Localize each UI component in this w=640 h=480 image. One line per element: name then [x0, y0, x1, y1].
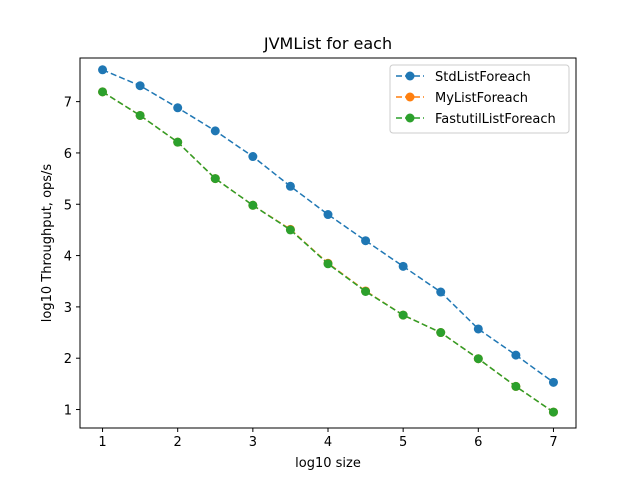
y-tick-label: 4 — [64, 250, 72, 265]
data-point — [285, 225, 295, 235]
legend-marker — [405, 71, 415, 81]
data-point — [398, 261, 408, 271]
data-point — [248, 152, 258, 162]
x-tick-label: 3 — [249, 435, 257, 450]
x-axis-label: log10 size — [295, 456, 361, 471]
x-tick-label: 4 — [324, 435, 332, 450]
y-tick-label: 6 — [64, 147, 72, 162]
data-point — [98, 65, 108, 75]
data-point — [473, 324, 483, 334]
data-point — [285, 181, 295, 191]
x-axis: 1 2 3 4 5 6 7 — [98, 428, 558, 450]
data-point — [135, 110, 145, 120]
x-tick-label: 7 — [549, 435, 557, 450]
legend-label: MyListForeach — [435, 91, 528, 106]
legend: StdListForeach MyListForeach FastutilListF… — [389, 64, 570, 134]
legend-item: MyListForeach — [396, 91, 528, 106]
legend-marker — [405, 113, 415, 123]
data-point — [248, 200, 258, 210]
plot-area — [98, 65, 558, 417]
data-point — [511, 381, 521, 391]
data-point — [436, 328, 446, 338]
legend-marker — [405, 92, 415, 102]
data-point — [98, 87, 108, 97]
series-FastutilListForeach — [98, 87, 558, 417]
data-point — [473, 354, 483, 364]
data-point — [548, 407, 558, 417]
data-point — [210, 174, 220, 184]
data-point — [323, 210, 333, 220]
y-axis: 1 2 3 4 5 6 7 — [64, 96, 80, 419]
legend-box — [389, 64, 570, 134]
legend-label: FastutilListForeach — [435, 112, 556, 127]
y-tick-label: 7 — [64, 96, 72, 111]
series-line — [102, 91, 554, 413]
data-point — [361, 286, 371, 296]
x-tick-label: 6 — [474, 435, 482, 450]
y-tick-label: 1 — [64, 404, 72, 419]
data-point — [361, 236, 371, 246]
x-tick-label: 1 — [98, 435, 106, 450]
y-tick-label: 2 — [64, 352, 72, 367]
data-point — [323, 259, 333, 269]
data-point — [173, 137, 183, 147]
y-axis-label: log10 Throughput, ops/s — [40, 164, 55, 323]
data-point — [135, 81, 145, 91]
data-point — [210, 126, 220, 136]
x-tick-label: 5 — [399, 435, 407, 450]
legend-item: StdListForeach — [396, 70, 531, 85]
y-tick-label: 3 — [64, 301, 72, 316]
series-MyListForeach — [98, 87, 558, 417]
y-tick-label: 5 — [64, 198, 72, 213]
data-point — [398, 310, 408, 320]
data-point — [548, 377, 558, 387]
chart-title: JVMList for each — [263, 34, 392, 53]
data-point — [511, 350, 521, 360]
data-point — [436, 287, 446, 297]
series-StdListForeach — [98, 65, 558, 387]
x-tick-label: 2 — [174, 435, 182, 450]
data-point — [173, 103, 183, 113]
legend-label: StdListForeach — [435, 70, 531, 85]
legend-item: FastutilListForeach — [396, 112, 556, 127]
